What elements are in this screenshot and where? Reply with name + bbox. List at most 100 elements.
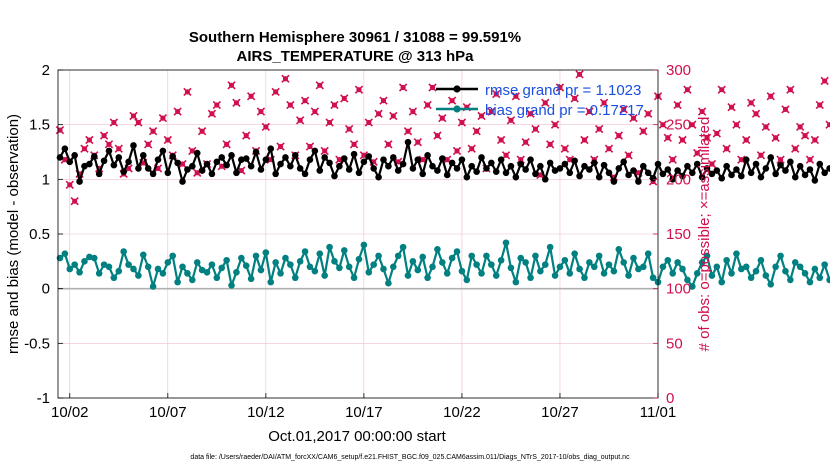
bias-point (777, 252, 784, 260)
obs-count-marker (232, 98, 241, 107)
y-axis-right: 0 50 100 150 200 250 300 (653, 62, 691, 407)
rmse-point (321, 154, 328, 161)
bias-point (674, 259, 681, 266)
bias-point (326, 243, 333, 251)
rmse-point (287, 162, 294, 170)
legend-bias-text: bias grand pr = 0.17217 (485, 102, 644, 119)
rmse-point (365, 153, 373, 160)
obs-count-marker (70, 197, 79, 206)
rmse-point (728, 171, 735, 179)
obs-count-marker (737, 155, 746, 164)
bias-point (473, 261, 480, 268)
bias-point (527, 274, 534, 282)
obs-count-marker (781, 105, 790, 114)
obs-count-marker (438, 113, 447, 123)
bias-point (120, 248, 127, 255)
rmse-point (796, 162, 804, 170)
rmse-point (409, 165, 417, 172)
legend-rmse-marker (453, 85, 461, 93)
bias-point (752, 267, 760, 275)
rmse-point (537, 162, 544, 170)
bias-point (684, 276, 691, 284)
obs-count-marker (183, 87, 192, 97)
bias-point (213, 274, 221, 282)
rmse-point (247, 162, 255, 170)
bias-point (502, 239, 510, 247)
rmse-point (806, 166, 814, 173)
rmse-point (762, 165, 770, 172)
x-axis-label: Oct.01,2017 00:00:00 start (268, 428, 446, 445)
obs-count-marker (791, 144, 800, 153)
bias-point (95, 270, 103, 277)
bias-point (164, 259, 172, 266)
bias-point (233, 268, 240, 276)
bias-point (693, 270, 701, 277)
bias-point (605, 261, 613, 268)
rmse-point (71, 151, 78, 159)
bias-point (385, 279, 392, 287)
obs-count-marker (403, 127, 413, 136)
obs-count-marker (570, 94, 579, 103)
rmse-point (703, 165, 711, 172)
bias-point (331, 258, 338, 265)
obs-count-marker (746, 98, 756, 107)
obs-count-marker (732, 120, 741, 129)
y-axis-label: rmse and bias (model - observation) (5, 114, 22, 354)
rmse-point (659, 170, 667, 178)
rmse-point (458, 156, 466, 163)
bias-point (71, 261, 78, 268)
bias-point (439, 259, 446, 266)
bias-point (571, 250, 578, 257)
obs-count-marker (555, 83, 565, 92)
rmse-point (66, 158, 74, 166)
bias-point (497, 256, 505, 264)
obs-count-marker (521, 137, 530, 147)
rmse-point (708, 170, 716, 178)
bias-point (262, 249, 270, 256)
obs-count-marker (65, 180, 74, 189)
obs-count-marker (276, 142, 285, 151)
rmse-point (448, 159, 456, 167)
bias-point (703, 252, 711, 260)
obs-count-marker (134, 118, 143, 127)
bias-point (826, 276, 830, 284)
bias-point (698, 259, 706, 266)
obs-count-marker (604, 144, 614, 153)
bias-point (566, 270, 574, 277)
rmse-point (179, 178, 186, 185)
bias-point (105, 263, 113, 271)
rmse-point (556, 165, 564, 172)
bias-point (801, 270, 809, 277)
obs-count-marker (398, 83, 408, 92)
rmse-point (517, 160, 525, 168)
rmse-point (816, 160, 824, 168)
obs-count-marker (506, 116, 516, 125)
rmse-point (385, 162, 392, 170)
legend: rmse grand pr = 1.1023 bias grand pr = 0… (436, 82, 644, 119)
obs-count-marker (428, 83, 437, 92)
rmse-point (262, 156, 270, 163)
rmse-point (610, 178, 618, 185)
obs-count-marker (800, 131, 810, 140)
obs-count-marker (727, 103, 736, 112)
obs-count-marker (85, 135, 94, 145)
bias-point (179, 263, 186, 271)
y2-tick-label: 300 (666, 62, 691, 79)
rmse-point (272, 170, 279, 178)
rmse-point (208, 170, 216, 178)
obs-count-marker (560, 144, 570, 153)
rmse-point (223, 161, 230, 169)
bias-point (409, 258, 417, 265)
obs-count-marker (413, 137, 422, 147)
rmse-point (345, 166, 353, 173)
obs-count-marker (261, 122, 271, 132)
rmse-point (316, 167, 324, 174)
rmse-point (291, 151, 299, 159)
bias-point (272, 259, 279, 266)
rmse-point (184, 166, 191, 173)
bias-point (561, 256, 569, 264)
obs-count-marker (599, 98, 609, 107)
obs-count-marker (639, 127, 648, 136)
bias-point (806, 278, 814, 286)
bias-point (723, 256, 730, 264)
